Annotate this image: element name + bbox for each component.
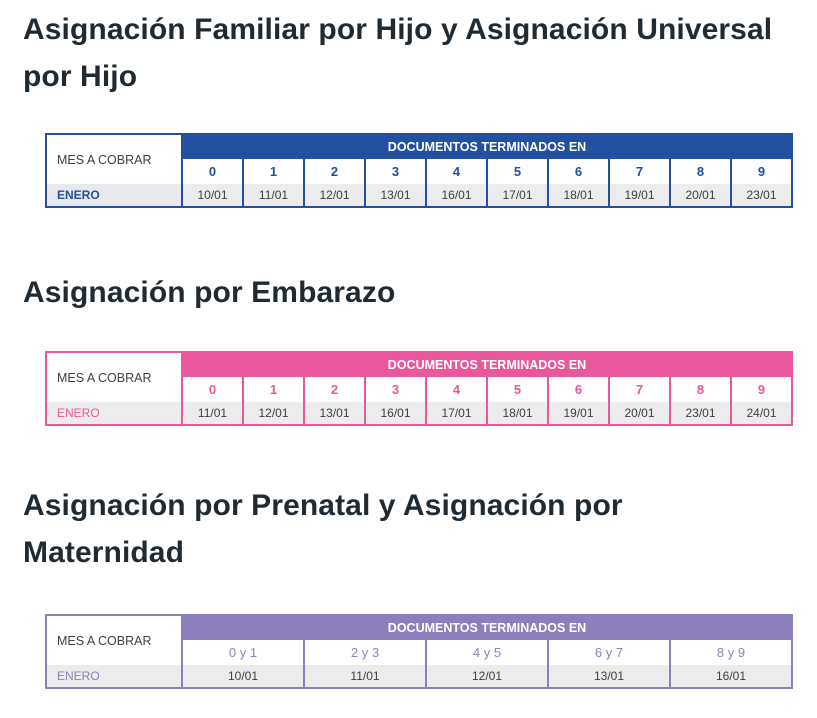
document-digit-cell: 7 <box>608 159 670 184</box>
payment-date-cell: 18/01 <box>486 402 548 425</box>
document-digit-cell: 4 <box>425 377 487 402</box>
document-digit-cell: 9 <box>730 377 792 402</box>
document-digit-cell: 1 <box>242 377 304 402</box>
mes-a-cobrar-label: MES A COBRAR <box>46 615 183 665</box>
document-digit-cell: 6 <box>547 377 609 402</box>
document-digit-cell: 3 <box>364 377 426 402</box>
payment-date-cell: 20/01 <box>608 402 670 425</box>
payment-date-cell: 10/01 <box>181 184 243 207</box>
documentos-terminados-header: DOCUMENTOS TERMINADOS EN <box>182 134 792 159</box>
document-digit-cell: 4 y 5 <box>425 640 548 665</box>
documentos-terminados-header: DOCUMENTOS TERMINADOS EN <box>182 615 792 640</box>
payment-date-cell: 13/01 <box>547 665 670 688</box>
payment-date-cell: 20/01 <box>669 184 731 207</box>
document-digit-cell: 0 <box>181 159 243 184</box>
month-label: ENERO <box>46 184 182 207</box>
table-row: ENERO 10/01 11/01 12/01 13/01 16/01 17/01 18/01… <box>46 184 792 207</box>
document-digit-cell: 2 y 3 <box>303 640 426 665</box>
document-digit-cell: 6 <box>547 159 609 184</box>
payment-date-cell: 11/01 <box>181 402 243 425</box>
document-digit-cell: 9 <box>730 159 792 184</box>
payment-date-cell: 16/01 <box>364 402 426 425</box>
document-digit-cell: 1 <box>242 159 304 184</box>
payment-date-cell: 13/01 <box>303 402 365 425</box>
document-digit-cell: 0 <box>181 377 243 402</box>
document-digit-cell: 8 <box>669 377 731 402</box>
payment-date-cell: 19/01 <box>547 402 609 425</box>
payment-date-cell: 11/01 <box>303 665 426 688</box>
payment-date-cell: 16/01 <box>425 184 487 207</box>
table-header-row: MES A COBRAR DOCUMENTOS TERMINADOS EN <box>46 352 792 402</box>
document-digit-cell: 7 <box>608 377 670 402</box>
table-row: ENERO 10/01 11/01 12/01 13/01 16/01 <box>46 665 792 688</box>
payment-date-cell: 16/01 <box>669 665 792 688</box>
document-digit-cell: 4 <box>425 159 487 184</box>
document-digit-cell: 8 y 9 <box>669 640 792 665</box>
payment-schedule-table-prenatal-maternidad: MES A COBRAR DOCUMENTOS TERMINADOS EN 0 y … <box>45 614 793 689</box>
month-label: ENERO <box>46 665 182 688</box>
mes-a-cobrar-label: MES A COBRAR <box>46 134 183 184</box>
document-digit-cell: 5 <box>486 377 548 402</box>
payment-date-cell: 19/01 <box>608 184 670 207</box>
payment-date-cell: 23/01 <box>730 184 792 207</box>
section-heading-afh-auh: Asignación Familiar por Hijo y Asignació… <box>23 13 773 93</box>
section-heading-prenatal-maternidad: Asignación por Prenatal y Asignación por… <box>23 489 623 569</box>
table-header-row: MES A COBRAR DOCUMENTOS TERMINADOS EN <box>46 134 792 184</box>
payment-date-cell: 11/01 <box>242 184 304 207</box>
document-digit-cell: 8 <box>669 159 731 184</box>
payment-date-cell: 17/01 <box>425 402 487 425</box>
document-digit-cell: 2 <box>303 377 365 402</box>
document-digit-cell: 3 <box>364 159 426 184</box>
table-header-row: MES A COBRAR DOCUMENTOS TERMINADOS EN <box>46 615 792 665</box>
payment-date-cell: 12/01 <box>242 402 304 425</box>
document-digit-cell: 5 <box>486 159 548 184</box>
documentos-terminados-header: DOCUMENTOS TERMINADOS EN <box>182 352 792 377</box>
payment-date-cell: 17/01 <box>486 184 548 207</box>
month-label: ENERO <box>46 402 182 425</box>
document-digit-cell: 0 y 1 <box>181 640 304 665</box>
section-heading-embarazo: Asignación por Embarazo <box>23 276 396 309</box>
mes-a-cobrar-label: MES A COBRAR <box>46 352 183 402</box>
payment-date-cell: 24/01 <box>730 402 792 425</box>
payment-date-cell: 12/01 <box>303 184 365 207</box>
payment-date-cell: 12/01 <box>425 665 548 688</box>
payment-schedule-table-afh-auh: MES A COBRAR DOCUMENTOS TERMINADOS EN 0 1 2 3… <box>45 133 793 208</box>
document-digit-cell: 2 <box>303 159 365 184</box>
payment-date-cell: 23/01 <box>669 402 731 425</box>
payment-date-cell: 18/01 <box>547 184 609 207</box>
document-digit-cell: 6 y 7 <box>547 640 670 665</box>
payment-schedule-table-embarazo: MES A COBRAR DOCUMENTOS TERMINADOS EN 0 1 2 3… <box>45 351 793 426</box>
payment-date-cell: 10/01 <box>181 665 304 688</box>
payment-date-cell: 13/01 <box>364 184 426 207</box>
table-row: ENERO 11/01 12/01 13/01 16/01 17/01 18/01 19/01… <box>46 402 792 425</box>
